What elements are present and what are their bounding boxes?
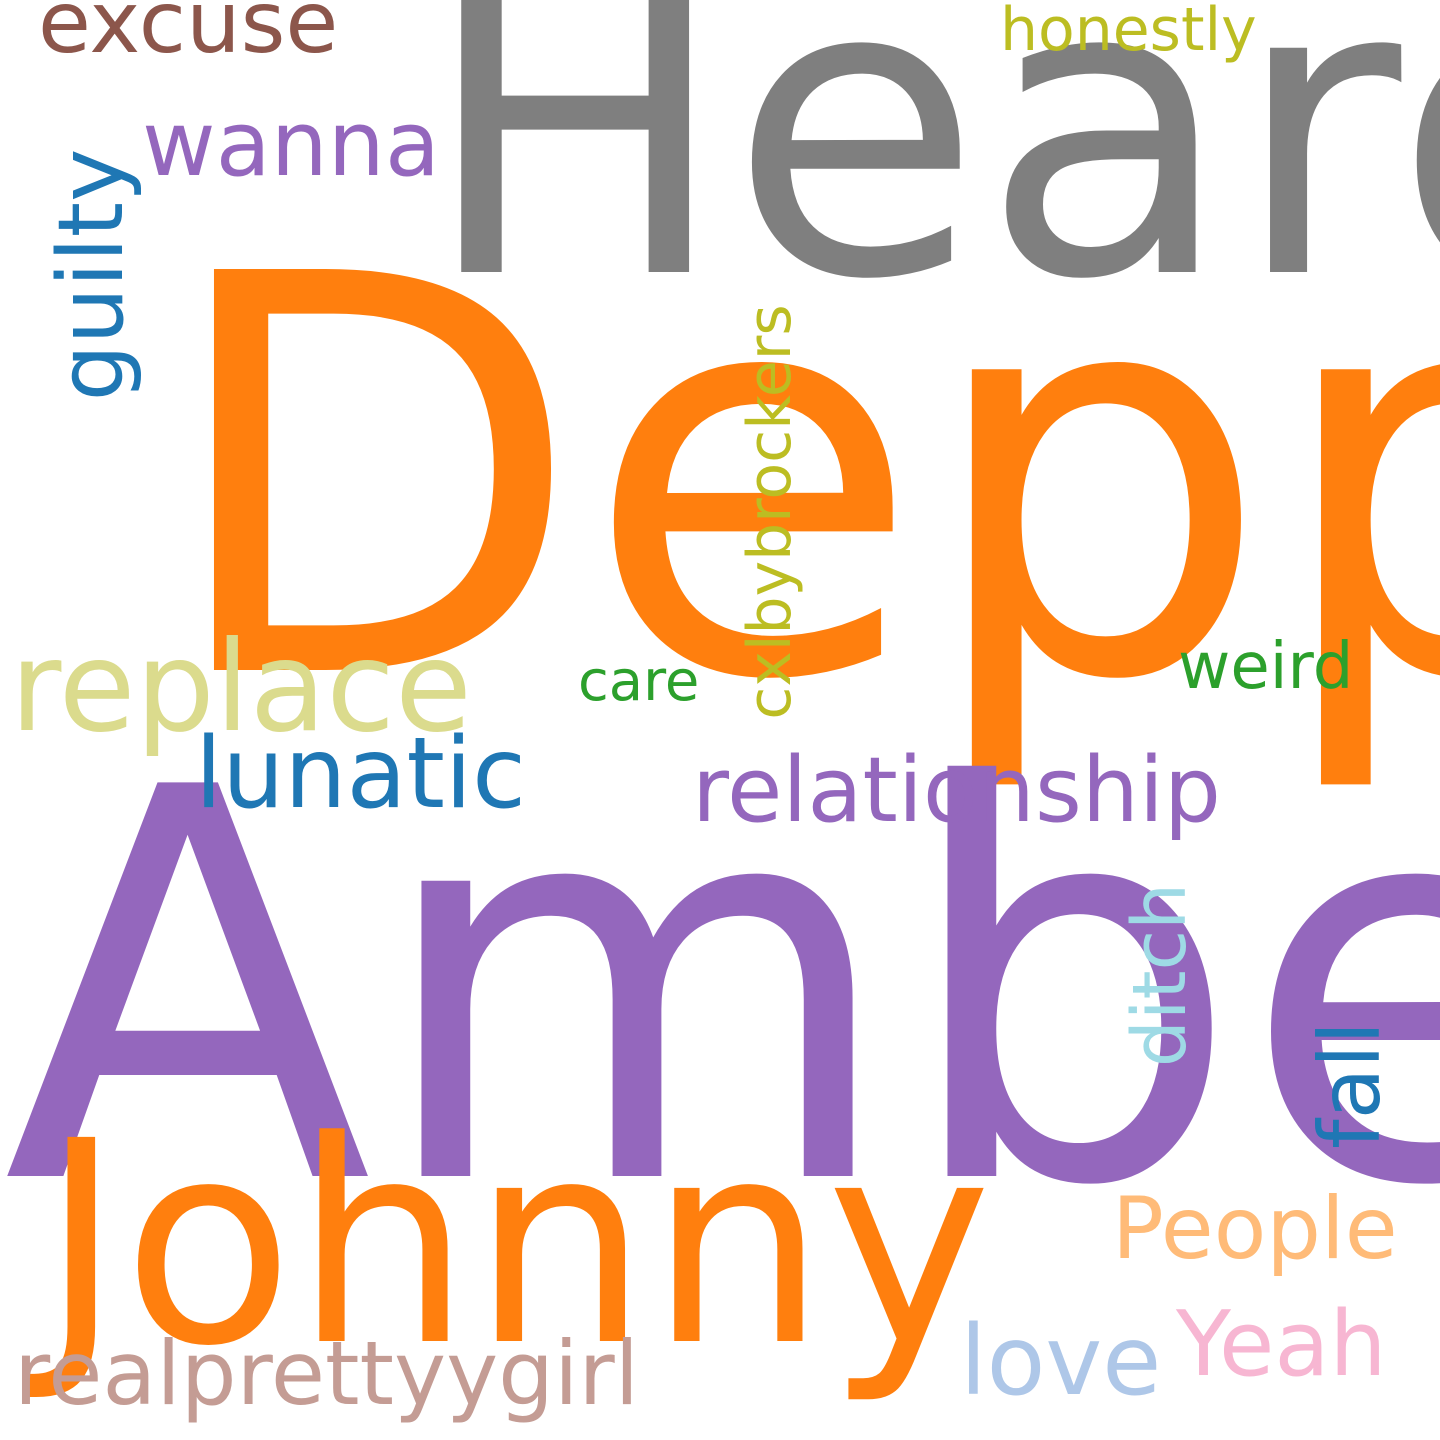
word-realprettyygirl: realprettyygirl (14, 1322, 640, 1425)
word-johnny: Johnny (40, 1082, 992, 1408)
word-weird: weird (1178, 630, 1354, 704)
word-replace: replace (10, 615, 472, 760)
word-depp: Depp (160, 159, 1440, 800)
word-fall: fall (1301, 1021, 1399, 1149)
word-care: care (578, 649, 700, 714)
word-lunatic: lunatic (195, 717, 527, 831)
word-wanna: wanna (142, 92, 440, 197)
word-guilty: guilty (39, 148, 144, 402)
word-heard: Heard (421, 0, 1440, 369)
word-relationship: relationship (692, 738, 1222, 843)
word-cxlbybrockers: cxlbybrockers (735, 304, 805, 720)
word-love: love (960, 1305, 1162, 1417)
word-excuse: excuse (38, 0, 339, 73)
word-people: People (1112, 1179, 1398, 1279)
word-honestly: honestly (1000, 0, 1257, 65)
word-yeah: Yeah (1176, 1292, 1387, 1397)
word-amber: Amber (3, 676, 1440, 1304)
word-ditch: ditch (1117, 882, 1203, 1068)
